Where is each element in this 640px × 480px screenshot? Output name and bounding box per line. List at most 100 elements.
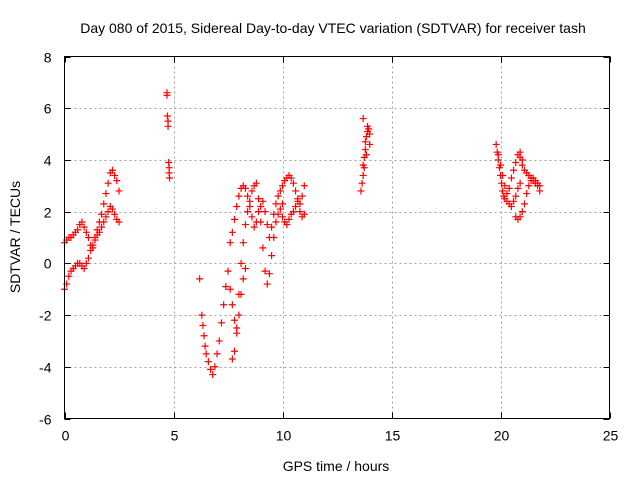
data-point: [226, 239, 234, 247]
data-point: [252, 218, 260, 226]
plot-frame: [64, 56, 610, 419]
data-point: [231, 215, 239, 223]
data-point: [494, 151, 502, 159]
data-point: [492, 140, 500, 148]
series-sat-i: [492, 140, 524, 210]
data-point: [283, 221, 291, 229]
data-point: [233, 202, 241, 210]
data-point: [516, 148, 524, 156]
data-point: [115, 187, 123, 195]
data-point: [366, 130, 374, 138]
series-sat-d: [196, 265, 249, 379]
data-point: [276, 205, 284, 213]
data-point: [365, 125, 373, 133]
data-point: [263, 280, 271, 288]
series-sat-k: [512, 148, 544, 223]
data-point: [265, 234, 273, 241]
y-axis-label: SDTVAR / TECUs: [7, 181, 23, 293]
data-point: [80, 265, 88, 273]
data-point: [357, 187, 365, 195]
data-point: [239, 275, 247, 283]
data-point: [65, 272, 73, 280]
data-point: [287, 174, 295, 182]
data-point: [294, 197, 302, 205]
data-point: [215, 337, 223, 345]
data-point: [213, 350, 221, 358]
data-point: [265, 270, 273, 278]
data-point: [111, 210, 119, 218]
data-point: [499, 187, 507, 195]
data-point: [272, 218, 280, 226]
data-point: [261, 267, 269, 275]
data-point: [104, 179, 112, 187]
data-point: [164, 122, 172, 130]
data-point: [292, 187, 300, 195]
data-point: [300, 210, 308, 218]
data-point: [270, 210, 278, 218]
data-point: [166, 174, 174, 182]
grid-lines: [64, 56, 610, 419]
data-point: [501, 182, 509, 190]
data-point: [80, 223, 88, 231]
y-tick-label: 8: [44, 50, 52, 66]
data-point: [259, 197, 267, 205]
data-point: [228, 228, 236, 236]
data-point: [248, 213, 256, 221]
y-tick-label: 4: [44, 153, 52, 169]
data-point: [222, 283, 230, 291]
data-point: [536, 182, 544, 190]
data-point: [209, 371, 217, 379]
data-point: [233, 324, 241, 332]
y-tick-labels: -6 -4 -2 0 2 4 6 8: [39, 50, 52, 428]
data-point: [196, 275, 204, 283]
data-point: [241, 184, 249, 192]
series-sat-a: [61, 166, 123, 293]
data-point: [241, 265, 249, 273]
data-point: [228, 355, 236, 363]
data-point: [111, 171, 119, 179]
series-sat-e: [228, 179, 286, 363]
data-points: [61, 89, 544, 379]
data-point: [217, 319, 225, 327]
data-point: [505, 184, 513, 192]
data-point: [98, 223, 106, 231]
data-point: [255, 195, 263, 203]
data-point: [74, 226, 82, 234]
data-point: [298, 192, 306, 200]
data-point: [279, 200, 286, 208]
data-point: [358, 179, 366, 187]
data-point: [289, 179, 297, 187]
y-tick-label: 2: [44, 205, 52, 221]
data-point: [78, 218, 86, 226]
data-point: [518, 156, 526, 164]
chart-title: Day 080 of 2015, Sidereal Day-to-day VTE…: [80, 20, 586, 36]
data-point: [211, 363, 219, 371]
data-point: [244, 208, 252, 216]
data-point: [274, 192, 282, 200]
x-axis-label: GPS time / hours: [283, 458, 390, 474]
data-point: [361, 138, 369, 146]
data-point: [244, 192, 252, 200]
data-point: [516, 179, 524, 187]
data-point: [108, 205, 116, 213]
data-point: [163, 112, 171, 120]
data-point: [268, 223, 276, 231]
series-sat-b: [61, 202, 123, 252]
data-point: [235, 192, 243, 200]
data-point: [516, 213, 524, 221]
data-point: [84, 254, 92, 262]
x-tick-label: 25: [603, 428, 619, 444]
x-tick-label: 20: [494, 428, 510, 444]
data-point: [359, 171, 367, 179]
data-point: [289, 208, 297, 216]
y-tick-label: -6: [39, 412, 52, 428]
data-point: [100, 200, 108, 208]
y-tick-label: -4: [39, 360, 52, 376]
data-point: [366, 140, 374, 148]
data-point: [255, 208, 263, 216]
data-point: [237, 259, 245, 267]
data-point: [300, 182, 308, 190]
data-point: [523, 190, 531, 198]
data-point: [360, 164, 368, 172]
data-point: [108, 166, 116, 174]
